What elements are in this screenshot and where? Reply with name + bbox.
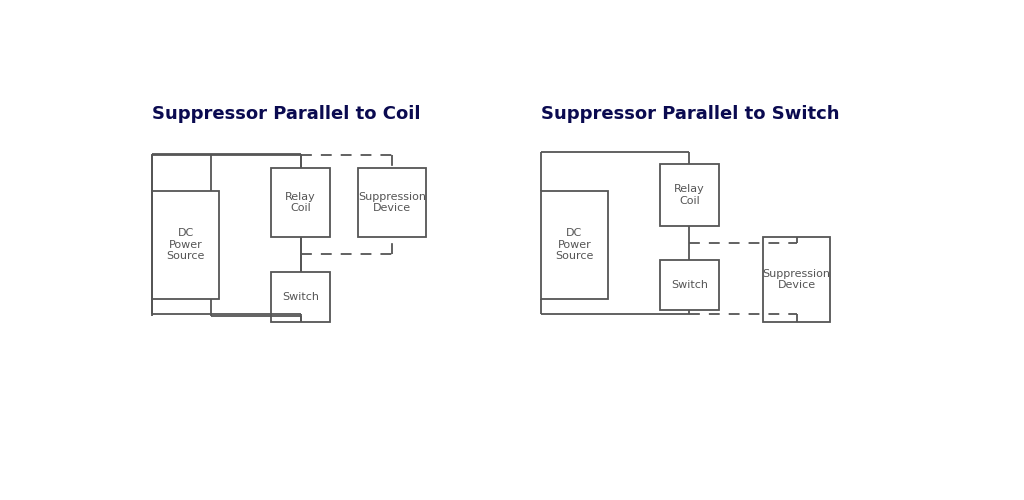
Bar [763, 237, 830, 322]
Text: Suppressor Parallel to Coil: Suppressor Parallel to Coil [152, 105, 420, 123]
Bar [358, 168, 426, 237]
Bar [659, 164, 719, 226]
Text: DC
Power
Source: DC Power Source [555, 228, 594, 262]
Text: Suppressor Parallel to Switch: Suppressor Parallel to Switch [541, 105, 840, 123]
Bar [270, 272, 331, 322]
Bar [152, 191, 219, 298]
Text: Suppression
Device: Suppression Device [763, 268, 830, 290]
Text: DC
Power
Source: DC Power Source [166, 228, 205, 262]
Text: Suppression
Device: Suppression Device [357, 192, 426, 213]
Text: Relay
Coil: Relay Coil [674, 184, 705, 206]
Bar [659, 260, 719, 310]
Text: Switch: Switch [282, 292, 319, 302]
Bar [541, 191, 608, 298]
Bar [270, 168, 331, 237]
Text: Switch: Switch [671, 280, 708, 290]
Text: Relay
Coil: Relay Coil [286, 192, 316, 213]
